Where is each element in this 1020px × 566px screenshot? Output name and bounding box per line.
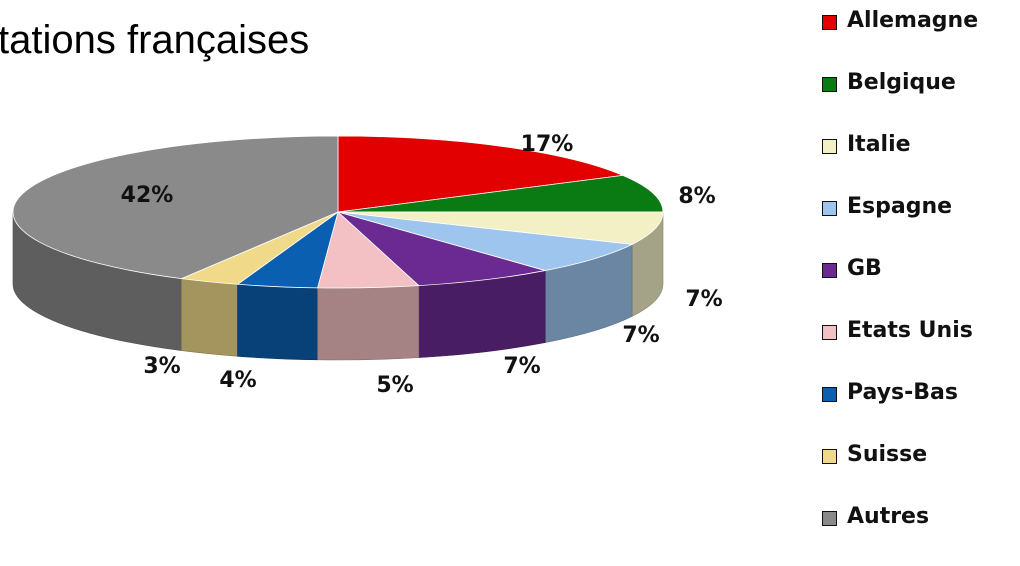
legend-label: Suisse [847, 442, 927, 467]
pie-label-gb: 7% [503, 354, 540, 379]
legend-label: Pays-Bas [847, 380, 958, 405]
legend-label: Allemagne [847, 8, 978, 33]
legend-item-gb: GB [822, 256, 978, 318]
pie-side-suisse [181, 279, 237, 357]
legend-swatch [822, 387, 837, 402]
legend-label: Italie [847, 132, 911, 157]
legend-swatch [822, 263, 837, 278]
legend-label: GB [847, 256, 882, 281]
legend-label: Autres [847, 504, 929, 529]
legend-item-autres: Autres [822, 504, 978, 566]
pie-side-etats-unis [318, 286, 419, 360]
legend-item-suisse: Suisse [822, 442, 978, 504]
legend-swatch [822, 201, 837, 216]
pie-label-suisse: 3% [143, 354, 180, 379]
legend-label: Espagne [847, 194, 952, 219]
legend-swatch [822, 511, 837, 526]
legend: Allemagne Belgique Italie Espagne GB Eta… [822, 8, 978, 566]
legend-label: Belgique [847, 70, 956, 95]
legend-item-italie: Italie [822, 132, 978, 194]
legend-swatch [822, 139, 837, 154]
pie-label-etats-unis: 5% [376, 373, 413, 398]
legend-item-espagne: Espagne [822, 194, 978, 256]
pie-label-allemagne: 17% [521, 132, 574, 157]
legend-item-belgique: Belgique [822, 70, 978, 132]
pie-label-autres: 42% [121, 183, 174, 208]
legend-swatch [822, 77, 837, 92]
pie-tops [13, 136, 663, 288]
legend-swatch [822, 325, 837, 340]
legend-swatch [822, 449, 837, 464]
pie-label-espagne: 7% [622, 323, 659, 348]
pie-side-pays-bas [238, 284, 318, 360]
legend-item-allemagne: Allemagne [822, 8, 978, 70]
legend-swatch [822, 15, 837, 30]
pie-label-pays-bas: 4% [219, 368, 256, 393]
legend-label: Etats Unis [847, 318, 973, 343]
legend-item-etats-unis: Etats Unis [822, 318, 978, 380]
legend-item-pays-bas: Pays-Bas [822, 380, 978, 442]
pie-label-italie: 7% [685, 287, 722, 312]
pie-label-belgique: 8% [678, 184, 715, 209]
